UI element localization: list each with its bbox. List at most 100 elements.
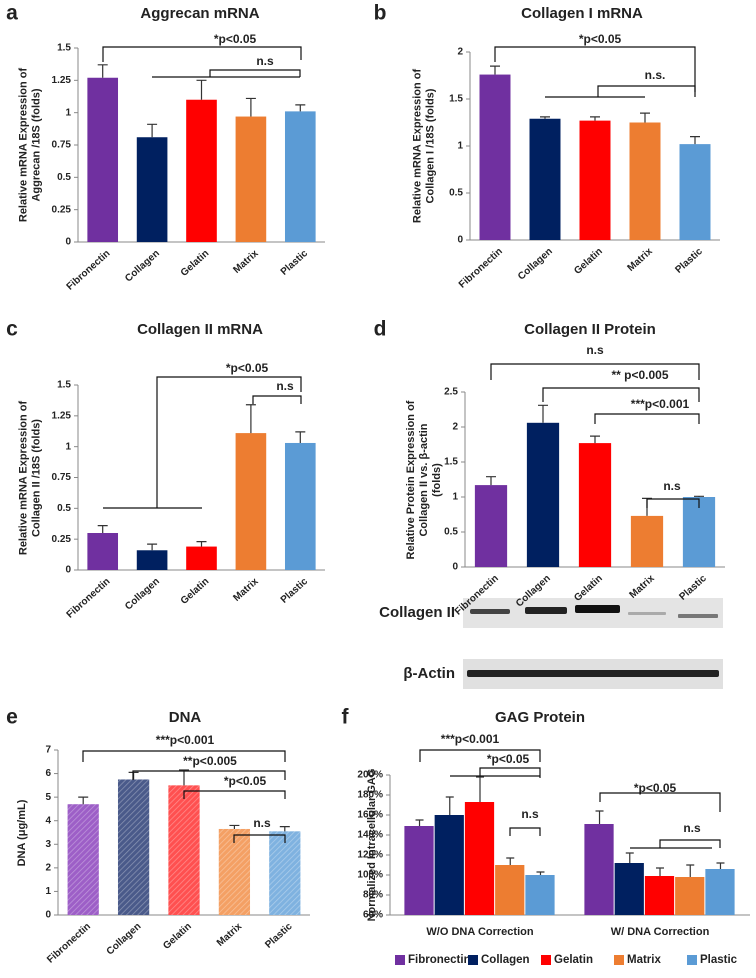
x-tick-label: Plastic xyxy=(279,248,311,278)
y-tick-label: 160% xyxy=(357,810,383,821)
bar xyxy=(136,137,168,242)
bar xyxy=(479,74,511,240)
significance-bracket xyxy=(659,839,721,848)
significance-bracket xyxy=(132,770,286,780)
legend-label: Gelatin xyxy=(554,954,593,966)
blot-band xyxy=(575,605,620,613)
y-tick-label: 1.25 xyxy=(52,75,72,86)
significance-bracket xyxy=(509,827,541,836)
bar xyxy=(675,877,705,915)
significance-bracket xyxy=(233,834,286,843)
y-tick-label: 140% xyxy=(357,830,383,841)
significance-bracket xyxy=(419,749,541,762)
x-tick-label: W/ DNA Correction xyxy=(611,926,710,938)
x-tick-label: Matrix xyxy=(231,576,261,604)
annotation: n.s xyxy=(663,479,681,493)
bar xyxy=(404,826,434,915)
y-tick-label: 1 xyxy=(452,492,458,503)
y-tick-label: 2.5 xyxy=(444,387,458,398)
significance-bracket xyxy=(490,363,700,380)
annotation: *p<0.05 xyxy=(214,32,257,46)
error-bar xyxy=(595,810,604,824)
x-tick-label: Collagen xyxy=(123,576,162,612)
chart-title: Aggrecan mRNA xyxy=(140,5,259,22)
y-tick-label: 1 xyxy=(65,441,71,452)
y-axis-label: (folds) xyxy=(431,463,443,497)
significance-bracket xyxy=(599,792,721,812)
blot-band xyxy=(525,607,567,614)
significance-bracket xyxy=(597,85,696,97)
y-axis-label: Relative mRNA Expression of xyxy=(17,68,29,223)
x-tick-label: Fibronectin xyxy=(45,921,93,966)
bar xyxy=(186,99,217,242)
bar xyxy=(629,122,661,240)
error-bar xyxy=(656,867,664,876)
annotation: ***p<0.001 xyxy=(441,732,500,746)
y-tick-label: 7 xyxy=(45,745,51,756)
y-tick-label: 80% xyxy=(363,890,383,901)
bar xyxy=(136,550,168,570)
annotation: n.s xyxy=(253,816,271,830)
y-tick-label: 180% xyxy=(357,790,383,801)
bar xyxy=(679,144,711,240)
y-tick-label: 0.25 xyxy=(52,534,72,545)
bar xyxy=(87,77,119,242)
error-bar xyxy=(229,824,240,829)
y-tick-label: 1 xyxy=(45,886,51,897)
y-tick-label: 200% xyxy=(357,770,383,781)
y-tick-label: 1.5 xyxy=(444,457,458,468)
y-tick-label: 1 xyxy=(65,107,71,118)
annotation: *p<0.05 xyxy=(224,774,267,788)
annotation: n.s xyxy=(586,343,604,357)
bar xyxy=(464,802,495,915)
y-axis-label: Collagen I /18S (folds) xyxy=(424,88,436,203)
error-bar xyxy=(245,404,256,434)
significance-bracket xyxy=(102,46,302,62)
blot-label: β-Actin xyxy=(403,665,455,682)
error-bar xyxy=(640,112,650,123)
y-axis-label: DNA (μg/mL) xyxy=(16,799,28,866)
bar xyxy=(525,875,555,915)
y-axis-label: Relative mRNA Expression of xyxy=(17,401,29,556)
bar xyxy=(529,118,561,240)
y-tick-label: 0.5 xyxy=(57,172,71,183)
error-bar xyxy=(295,431,306,443)
x-tick-label: Matrix xyxy=(215,921,245,949)
panel-letter: b xyxy=(374,2,387,25)
y-tick-label: 2 xyxy=(457,47,463,58)
legend-label: Plastic xyxy=(700,954,738,966)
blot-band xyxy=(470,609,510,614)
y-tick-label: 0 xyxy=(457,235,463,246)
bar xyxy=(284,442,316,570)
significance-bracket xyxy=(252,395,302,404)
legend-swatch xyxy=(687,955,697,965)
x-tick-label: Collagen xyxy=(516,246,555,282)
error-bar xyxy=(295,104,306,112)
x-tick-label: Matrix xyxy=(231,248,261,276)
bar xyxy=(87,533,119,570)
y-tick-label: 60% xyxy=(363,910,383,921)
annotation: ***p<0.001 xyxy=(156,733,215,747)
error-bar xyxy=(716,862,725,869)
legend-swatch xyxy=(541,955,551,965)
y-axis-label: Aggrecan /18S (folds) xyxy=(30,88,42,201)
x-tick-label: Fibronectin xyxy=(65,576,113,621)
bar xyxy=(579,120,611,240)
error-bar xyxy=(147,543,158,551)
bar xyxy=(67,804,99,915)
y-axis-label: Collagen II /18S (folds) xyxy=(30,419,42,537)
error-bar xyxy=(625,852,634,863)
y-tick-label: 1 xyxy=(457,141,463,152)
annotation: n.s xyxy=(521,807,539,821)
y-tick-label: 2 xyxy=(45,862,51,873)
bar xyxy=(644,876,675,915)
y-tick-label: 0.5 xyxy=(444,527,458,538)
significance-bracket xyxy=(646,498,700,508)
x-tick-label: Gelatin xyxy=(179,576,212,607)
error-bar xyxy=(179,769,189,786)
bar xyxy=(235,433,267,570)
panel-letter: a xyxy=(6,2,18,25)
error-bar xyxy=(147,123,158,138)
error-bar xyxy=(279,826,290,832)
